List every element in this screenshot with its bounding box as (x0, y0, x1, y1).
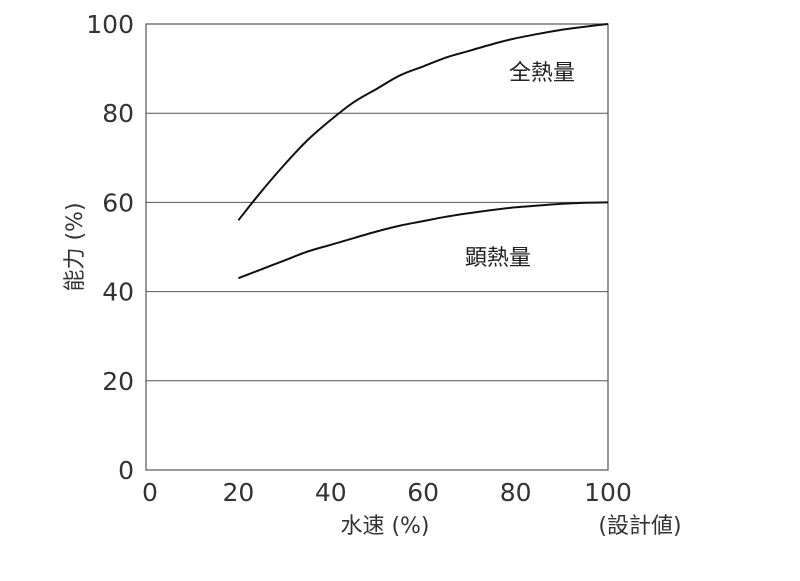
series-curves (237, 23, 609, 280)
y-tick-labels: 0 20 40 60 80 100 (86, 10, 134, 485)
y-tick-60: 60 (102, 188, 134, 217)
x-tick-60: 60 (407, 478, 439, 507)
x-tick-labels: 0 20 40 60 80 100 (142, 478, 632, 507)
x-tick-80: 80 (500, 478, 532, 507)
x-axis-label-note: (設計値) (598, 514, 681, 539)
y-tick-100: 100 (86, 10, 134, 39)
y-tick-0: 0 (118, 456, 134, 485)
x-tick-100: 100 (584, 478, 632, 507)
gridlines (146, 112, 608, 382)
series-label-1: 全熱量 (509, 61, 575, 86)
x-tick-40: 40 (315, 478, 347, 507)
x-tick-0: 0 (142, 478, 158, 507)
series-label-2: 顕熱量 (465, 246, 531, 271)
series-line-1 (237, 23, 609, 221)
x-axis-label: 水速 (%) (340, 514, 429, 539)
y-tick-20: 20 (102, 367, 134, 396)
plot-frame (145, 23, 609, 471)
series-line-2 (238, 201, 609, 280)
y-tick-80: 80 (102, 99, 134, 128)
y-axis-label: 能力 (%) (63, 202, 88, 291)
x-tick-20: 20 (222, 478, 254, 507)
y-tick-40: 40 (102, 278, 134, 307)
